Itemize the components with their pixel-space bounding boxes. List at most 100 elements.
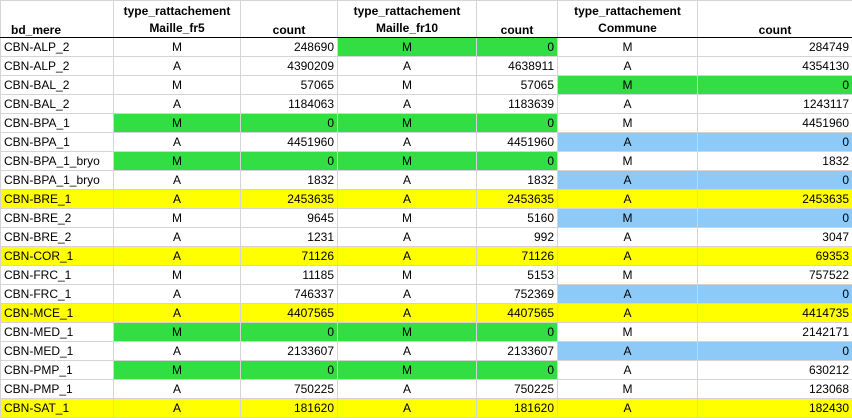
cell-type-commune[interactable]: M — [558, 152, 698, 171]
cell-type-fr5[interactable]: A — [114, 247, 241, 266]
cell-count-fr5[interactable]: 1231 — [241, 228, 338, 247]
cell-type-fr5[interactable]: M — [114, 361, 241, 380]
cell-type-fr10[interactable]: M — [338, 266, 477, 285]
cell-count-fr5[interactable]: 9645 — [241, 209, 338, 228]
cell-type-commune[interactable]: A — [558, 228, 698, 247]
cell-bd-mere[interactable]: CBN-BRE_1 — [1, 190, 114, 209]
cell-type-fr5[interactable]: A — [114, 190, 241, 209]
cell-count-fr10[interactable]: 0 — [477, 152, 558, 171]
cell-type-fr5[interactable]: A — [114, 133, 241, 152]
cell-type-commune[interactable]: A — [558, 133, 698, 152]
cell-type-commune[interactable]: M — [558, 380, 698, 399]
cell-count-fr10[interactable]: 0 — [477, 323, 558, 342]
cell-count-fr10[interactable]: 4638911 — [477, 57, 558, 76]
cell-count-commune[interactable]: 0 — [698, 76, 852, 95]
cell-count-fr10[interactable]: 181620 — [477, 399, 558, 418]
cell-bd-mere[interactable]: CBN-BRE_2 — [1, 228, 114, 247]
cell-type-fr10[interactable]: A — [338, 380, 477, 399]
cell-type-fr10[interactable]: A — [338, 228, 477, 247]
cell-count-fr10[interactable]: 992 — [477, 228, 558, 247]
cell-bd-mere[interactable]: CBN-SAT_1 — [1, 399, 114, 418]
cell-count-fr5[interactable]: 11185 — [241, 266, 338, 285]
cell-type-fr5[interactable]: M — [114, 152, 241, 171]
cell-type-fr10[interactable]: M — [338, 152, 477, 171]
cell-count-commune[interactable]: 0 — [698, 342, 852, 361]
cell-type-fr10[interactable]: M — [338, 76, 477, 95]
cell-count-fr5[interactable]: 0 — [241, 323, 338, 342]
cell-bd-mere[interactable]: CBN-BPA_1_bryo — [1, 152, 114, 171]
cell-type-commune[interactable]: M — [558, 209, 698, 228]
cell-count-fr10[interactable]: 2453635 — [477, 190, 558, 209]
header-count-fr10[interactable]: count — [477, 1, 558, 38]
cell-count-commune[interactable]: 0 — [698, 171, 852, 190]
cell-type-fr5[interactable]: A — [114, 304, 241, 323]
cell-bd-mere[interactable]: CBN-MED_1 — [1, 323, 114, 342]
cell-count-commune[interactable]: 0 — [698, 285, 852, 304]
cell-type-fr10[interactable]: A — [338, 285, 477, 304]
cell-type-commune[interactable]: A — [558, 57, 698, 76]
cell-count-fr10[interactable]: 752369 — [477, 285, 558, 304]
cell-type-fr5[interactable]: A — [114, 95, 241, 114]
cell-bd-mere[interactable]: CBN-BPA_1 — [1, 114, 114, 133]
cell-count-fr5[interactable]: 0 — [241, 361, 338, 380]
cell-count-commune[interactable]: 4354130 — [698, 57, 852, 76]
cell-count-fr10[interactable]: 4407565 — [477, 304, 558, 323]
cell-type-fr10[interactable]: A — [338, 57, 477, 76]
cell-count-commune[interactable]: 1243117 — [698, 95, 852, 114]
cell-count-fr10[interactable]: 71126 — [477, 247, 558, 266]
cell-type-fr5[interactable]: A — [114, 342, 241, 361]
cell-type-commune[interactable]: A — [558, 247, 698, 266]
cell-type-fr10[interactable]: A — [338, 247, 477, 266]
cell-count-fr10[interactable]: 0 — [477, 114, 558, 133]
cell-count-commune[interactable]: 284749 — [698, 38, 852, 57]
cell-bd-mere[interactable]: CBN-PMP_1 — [1, 380, 114, 399]
cell-count-fr5[interactable]: 0 — [241, 114, 338, 133]
cell-count-fr5[interactable]: 4451960 — [241, 133, 338, 152]
cell-type-fr10[interactable]: M — [338, 209, 477, 228]
cell-type-fr10[interactable]: M — [338, 323, 477, 342]
cell-count-commune[interactable]: 2453635 — [698, 190, 852, 209]
cell-count-commune[interactable]: 4451960 — [698, 114, 852, 133]
cell-type-fr10[interactable]: A — [338, 171, 477, 190]
cell-type-fr10[interactable]: A — [338, 190, 477, 209]
cell-type-fr5[interactable]: A — [114, 285, 241, 304]
header-count-commune[interactable]: count — [698, 1, 852, 38]
cell-count-fr10[interactable]: 750225 — [477, 380, 558, 399]
cell-bd-mere[interactable]: CBN-COR_1 — [1, 247, 114, 266]
cell-type-commune[interactable]: M — [558, 76, 698, 95]
cell-type-commune[interactable]: M — [558, 38, 698, 57]
cell-bd-mere[interactable]: CBN-MCE_1 — [1, 304, 114, 323]
cell-count-fr5[interactable]: 4390209 — [241, 57, 338, 76]
cell-type-fr5[interactable]: M — [114, 209, 241, 228]
cell-bd-mere[interactable]: CBN-ALP_2 — [1, 38, 114, 57]
cell-count-commune[interactable]: 1832 — [698, 152, 852, 171]
cell-type-fr5[interactable]: A — [114, 380, 241, 399]
cell-type-fr5[interactable]: A — [114, 57, 241, 76]
cell-count-commune[interactable]: 123068 — [698, 380, 852, 399]
cell-count-commune[interactable]: 0 — [698, 133, 852, 152]
cell-type-fr5[interactable]: A — [114, 171, 241, 190]
cell-count-fr10[interactable]: 0 — [477, 361, 558, 380]
cell-count-fr10[interactable]: 5153 — [477, 266, 558, 285]
cell-type-fr10[interactable]: M — [338, 38, 477, 57]
cell-type-commune[interactable]: M — [558, 323, 698, 342]
cell-type-fr10[interactable]: M — [338, 114, 477, 133]
cell-bd-mere[interactable]: CBN-PMP_1 — [1, 361, 114, 380]
cell-bd-mere[interactable]: CBN-BRE_2 — [1, 209, 114, 228]
cell-bd-mere[interactable]: CBN-BAL_2 — [1, 95, 114, 114]
cell-count-fr5[interactable]: 248690 — [241, 38, 338, 57]
cell-count-fr5[interactable]: 4407565 — [241, 304, 338, 323]
cell-type-fr10[interactable]: A — [338, 133, 477, 152]
cell-type-fr10[interactable]: A — [338, 399, 477, 418]
cell-count-fr10[interactable]: 57065 — [477, 76, 558, 95]
cell-count-commune[interactable]: 3047 — [698, 228, 852, 247]
cell-count-fr10[interactable]: 4451960 — [477, 133, 558, 152]
cell-count-commune[interactable]: 4414735 — [698, 304, 852, 323]
cell-bd-mere[interactable]: CBN-BPA_1 — [1, 133, 114, 152]
cell-bd-mere[interactable]: CBN-BAL_2 — [1, 76, 114, 95]
cell-type-commune[interactable]: A — [558, 95, 698, 114]
cell-type-fr5[interactable]: M — [114, 114, 241, 133]
cell-count-fr5[interactable]: 750225 — [241, 380, 338, 399]
cell-type-commune[interactable]: A — [558, 399, 698, 418]
cell-count-commune[interactable]: 630212 — [698, 361, 852, 380]
